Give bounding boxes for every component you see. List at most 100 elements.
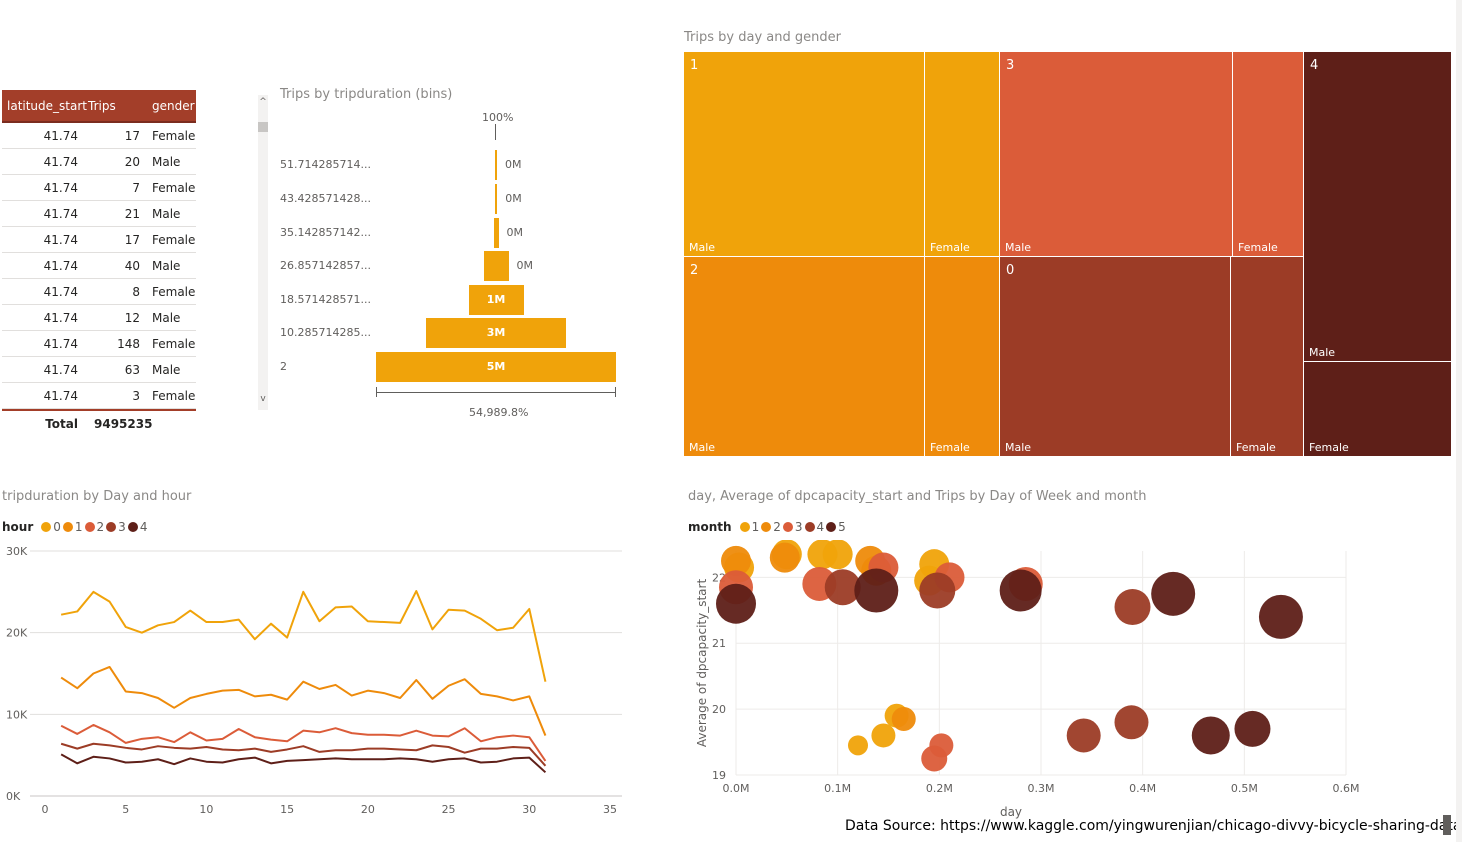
header-latitude-start[interactable]: latitude_start — [7, 98, 87, 113]
funnel-category-label: 10.285714285... — [280, 326, 371, 339]
table-row[interactable]: 41.74 40 Male — [2, 253, 196, 279]
series-line-hour-3[interactable] — [60, 742, 547, 767]
legend-item[interactable]: 3 — [106, 520, 126, 534]
scatter-point-month-5[interactable] — [716, 583, 756, 624]
table-header: latitude_start Trips gender — [2, 90, 196, 123]
page-scrollbar[interactable] — [1456, 0, 1462, 842]
scrollbar-thumb[interactable] — [258, 122, 268, 132]
header-gender[interactable]: gender — [152, 98, 195, 113]
scatter-point-month-2[interactable] — [769, 542, 800, 573]
cell-trips: 17 — [124, 232, 140, 247]
scatter-point-month-3[interactable] — [929, 733, 954, 758]
table-row[interactable]: 41.74 63 Male — [2, 357, 196, 383]
treemap-cell-2-male[interactable]: 2 Male — [684, 257, 925, 457]
scatter-point-month-4[interactable] — [1114, 589, 1151, 625]
x-tick-label: 0.5M — [1231, 782, 1258, 795]
legend-title: month — [688, 520, 732, 534]
funnel-bar[interactable] — [494, 184, 498, 214]
treemap-cell-1-male[interactable]: 1 Male — [684, 52, 925, 257]
funnel-bar[interactable] — [376, 352, 616, 382]
scatter-chart-title: day, Average of dpcapacity_start and Tri… — [688, 489, 1147, 504]
table-scrollbar[interactable]: ^ v — [258, 95, 268, 410]
legend-item[interactable]: 0 — [41, 520, 61, 534]
cell-gender: Female — [152, 128, 196, 143]
treemap-cell-4-female[interactable]: Female — [1304, 362, 1452, 457]
y-tick-label: 30K — [6, 545, 28, 558]
legend-item[interactable]: 2 — [761, 520, 781, 534]
cell-latitude: 41.74 — [43, 128, 78, 143]
treemap-cell-0-female[interactable]: Female — [1231, 257, 1304, 457]
legend-item[interactable]: 1 — [62, 520, 83, 534]
legend-item[interactable]: 4 — [804, 520, 824, 534]
legend-item[interactable]: 1 — [739, 520, 759, 534]
funnel-bar[interactable] — [483, 251, 509, 281]
legend-dot-icon — [84, 522, 95, 532]
scatter-point-month-2[interactable] — [891, 707, 916, 731]
scatter-point-month-4[interactable] — [824, 569, 861, 606]
table-row[interactable]: 41.74 148 Female — [2, 331, 196, 357]
legend-dot-icon — [41, 522, 52, 532]
header-trips[interactable]: Trips — [88, 98, 116, 113]
treemap-cell-3-male[interactable]: 3 Male — [1000, 52, 1233, 257]
treemap-cell-4-male[interactable]: 4 Male — [1304, 52, 1452, 362]
scatter-point-month-4[interactable] — [919, 572, 956, 609]
scatter-point-month-4[interactable] — [1066, 718, 1101, 753]
funnel-category-label: 43.428571428... — [280, 192, 371, 205]
legend-item[interactable]: 2 — [84, 520, 104, 534]
scatter-point-month-2[interactable] — [721, 545, 751, 576]
legend-label: 3 — [118, 520, 126, 534]
x-tick-label: 0.0M — [723, 782, 750, 795]
cell-latitude: 41.74 — [43, 284, 78, 299]
total-label: Total — [45, 416, 78, 431]
series-line-hour-1[interactable] — [60, 665, 547, 736]
cell-latitude: 41.74 — [43, 154, 78, 169]
table-row[interactable]: 41.74 3 Female — [2, 383, 196, 409]
scatter-point-month-4[interactable] — [1114, 705, 1149, 740]
scatter-point-month-5[interactable] — [1191, 716, 1230, 755]
treemap-cell-3-female[interactable]: Female — [1233, 52, 1304, 257]
legend-item[interactable]: 5 — [826, 520, 846, 534]
funnel-bar[interactable] — [495, 150, 497, 180]
scatter-point-month-5[interactable] — [999, 569, 1042, 612]
legend-item[interactable]: 3 — [782, 520, 803, 534]
legend-item[interactable]: 4 — [127, 520, 147, 534]
scatter-point-month-1[interactable] — [871, 723, 896, 748]
table-row[interactable]: 41.74 8 Female — [2, 279, 196, 305]
table-row[interactable]: 41.74 20 Male — [2, 149, 196, 175]
funnel-bar[interactable] — [468, 285, 524, 315]
cell-latitude: 41.74 — [43, 336, 78, 351]
series-line-hour-4[interactable] — [60, 753, 547, 774]
scatter-point-month-5[interactable] — [1258, 594, 1303, 639]
series-line-hour-0[interactable] — [60, 590, 547, 682]
funnel-bar[interactable] — [493, 218, 499, 248]
scatter-point-month-5[interactable] — [854, 568, 899, 613]
table-row[interactable]: 41.74 7 Female — [2, 175, 196, 201]
series-line-hour-2[interactable] — [60, 723, 547, 762]
scatter-point-month-5[interactable] — [1234, 710, 1271, 747]
treemap-title: Trips by day and gender — [684, 30, 841, 45]
scroll-down-icon[interactable]: v — [260, 394, 266, 404]
table-row[interactable]: 41.74 17 Female — [2, 227, 196, 253]
table-row[interactable]: 41.74 17 Female — [2, 123, 196, 149]
treemap-cell-2-female[interactable]: Female — [925, 257, 1000, 457]
table-row[interactable]: 41.74 21 Male — [2, 201, 196, 227]
scroll-up-icon[interactable]: ^ — [259, 97, 267, 107]
scatter-point-month-1[interactable] — [848, 735, 868, 756]
funnel-bar[interactable] — [426, 318, 566, 348]
x-axis-title: day — [1000, 805, 1022, 819]
legend-dot-icon — [739, 522, 750, 532]
cell-latitude: 41.74 — [43, 180, 78, 195]
treemap-cell-1-female[interactable]: Female — [925, 52, 1000, 257]
legend-dot-icon — [106, 522, 117, 532]
table-row[interactable]: 41.74 12 Male — [2, 305, 196, 331]
legend-label: 0 — [53, 520, 61, 534]
treemap-cell-0-male[interactable]: 0 Male — [1000, 257, 1231, 457]
y-tick-label: 21 — [712, 637, 726, 650]
funnel-category-label: 51.714285714... — [280, 158, 371, 171]
page-scroll-thumb[interactable] — [1443, 815, 1451, 835]
cell-gender: Female — [152, 232, 196, 247]
scatter-point-month-1[interactable] — [822, 540, 853, 570]
funnel-value-label: 0M — [506, 226, 524, 239]
scatter-point-month-5[interactable] — [1151, 571, 1196, 616]
